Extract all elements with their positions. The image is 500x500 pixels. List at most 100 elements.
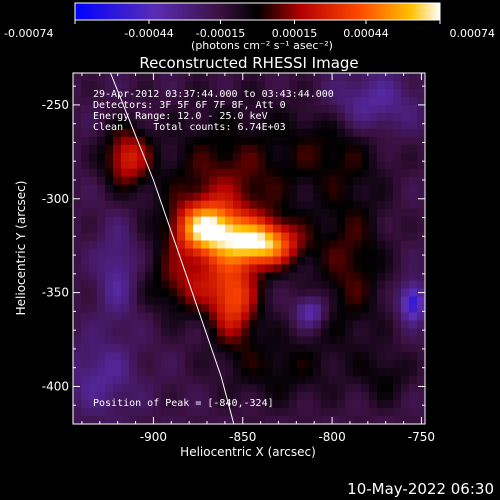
heatmap-cell	[185, 240, 194, 249]
heatmap-cell	[249, 344, 258, 353]
heatmap-cell	[217, 136, 226, 146]
heatmap-cell	[393, 120, 402, 130]
heatmap-cell	[73, 160, 82, 170]
heatmap-cell	[193, 400, 202, 409]
heatmap-cell	[401, 344, 410, 353]
heatmap-cell	[281, 392, 290, 401]
heatmap-cell	[337, 176, 346, 186]
heatmap-cell	[129, 200, 138, 210]
heatmap-cell	[369, 256, 378, 265]
heatmap-cell	[313, 304, 322, 313]
heatmap-cell	[225, 304, 234, 313]
heatmap-cell	[97, 400, 106, 409]
heatmap-cell	[129, 304, 138, 313]
heatmap-cell	[385, 120, 394, 130]
heatmap-cell	[329, 392, 338, 401]
heatmap-cell	[265, 392, 274, 401]
heatmap-cell	[89, 352, 98, 361]
heatmap-cell	[113, 168, 122, 178]
heatmap-cell	[209, 88, 218, 98]
heatmap-cell	[121, 400, 130, 409]
heatmap-cell	[385, 360, 394, 369]
heatmap-cell	[241, 256, 250, 265]
heatmap-cell	[361, 416, 370, 424]
heatmap-cell	[225, 112, 234, 122]
heatmap-cell	[385, 216, 394, 225]
heatmap-cell	[385, 384, 394, 393]
heatmap-cell	[417, 320, 425, 329]
colorbar-ticks: -0.00074 -0.00044 -0.00015 0.00015 0.00044 0.…	[4, 20, 495, 40]
heatmap-cell	[385, 160, 394, 170]
heatmap-cell	[385, 400, 394, 409]
heatmap-cell	[201, 392, 210, 401]
heatmap-cell	[121, 73, 130, 82]
heatmap-cell	[377, 112, 386, 122]
heatmap-cell	[377, 384, 386, 393]
heatmap-cell	[401, 232, 410, 241]
heatmap-cell	[249, 88, 258, 98]
heatmap-cell	[409, 280, 418, 289]
heatmap-cell	[297, 184, 306, 194]
heatmap-cell	[137, 408, 146, 417]
heatmap-cell	[153, 80, 162, 90]
heatmap-cell	[385, 128, 394, 138]
heatmap-cell	[361, 176, 370, 186]
heatmap-cell	[313, 240, 322, 249]
heatmap-cell	[217, 144, 226, 154]
heatmap-cell	[185, 272, 194, 281]
heatmap-cell	[305, 320, 314, 329]
heatmap-cell	[321, 176, 330, 186]
heatmap-cell	[169, 176, 178, 186]
heatmap-cell	[337, 408, 346, 417]
heatmap-cell	[193, 296, 202, 305]
heatmap-cell	[225, 248, 234, 257]
heatmap-cell	[265, 416, 274, 424]
heatmap-cell	[297, 208, 306, 217]
heatmap-cell	[81, 200, 90, 210]
heatmap-cell	[313, 176, 322, 186]
heatmap-cell	[121, 136, 130, 146]
heatmap-cell	[105, 192, 114, 202]
heatmap-cell	[137, 288, 146, 297]
heatmap-cell	[377, 88, 386, 98]
heatmap-cell	[185, 256, 194, 265]
heatmap-cell	[129, 168, 138, 178]
heatmap-cell	[353, 144, 362, 154]
heatmap-cell	[417, 160, 425, 170]
heatmap-cell	[265, 184, 274, 194]
heatmap-cell	[105, 288, 114, 297]
heatmap-cell	[73, 136, 82, 146]
heatmap-cell	[401, 136, 410, 146]
heatmap-cell	[401, 392, 410, 401]
heatmap-cell	[81, 320, 90, 329]
heatmap-cell	[369, 392, 378, 401]
heatmap-cell	[265, 224, 274, 233]
heatmap-cell	[273, 416, 282, 424]
heatmap-cell	[129, 384, 138, 393]
heatmap-cell	[353, 312, 362, 321]
heatmap-cell	[161, 176, 170, 186]
heatmap-cell	[225, 176, 234, 186]
heatmap-cell	[313, 400, 322, 409]
heatmap-cell	[145, 320, 154, 329]
heatmap-cell	[89, 280, 98, 289]
heatmap-cell	[89, 416, 98, 424]
heatmap-cell	[249, 312, 258, 321]
heatmap-cell	[121, 112, 130, 122]
heatmap-cell	[313, 104, 322, 114]
heatmap-cell	[305, 336, 314, 345]
heatmap-cell	[305, 384, 314, 393]
heatmap-cell	[145, 136, 154, 146]
heatmap-cell	[241, 312, 250, 321]
heatmap-cell	[417, 352, 425, 361]
heatmap-cell	[145, 288, 154, 297]
heatmap-cell	[265, 296, 274, 305]
heatmap-cell	[201, 384, 210, 393]
heatmap-cell	[121, 128, 130, 138]
heatmap-cell	[313, 88, 322, 98]
heatmap-cell	[89, 272, 98, 281]
heatmap-cell	[369, 328, 378, 337]
heatmap-cell	[225, 296, 234, 305]
heatmap-cell	[273, 304, 282, 313]
heatmap-cell	[209, 128, 218, 138]
